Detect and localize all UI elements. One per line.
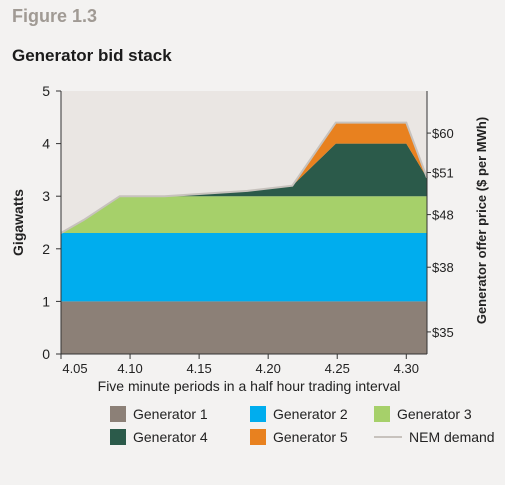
legend-item-nem-demand: NEM demand <box>374 427 505 446</box>
y2-tick-label: $60 <box>432 126 454 141</box>
y2-axis-title: Generator offer price ($ per MWh) <box>474 117 489 324</box>
y2-tick-label: $51 <box>432 166 454 181</box>
legend-item-generator-4: Generator 4 <box>110 427 250 446</box>
legend-label-generator-2: Generator 2 <box>273 405 348 422</box>
x-tick-label: 4.10 <box>117 361 142 376</box>
legend-swatch-generator-4 <box>110 428 126 445</box>
y-tick-label: 5 <box>42 83 50 99</box>
area-generator-1 <box>61 301 427 354</box>
x-tick-label: 4.15 <box>186 361 211 376</box>
legend-label-generator-3: Generator 3 <box>397 405 472 422</box>
y2-tick-label: $35 <box>432 325 454 340</box>
area-generator-4 <box>61 143 427 233</box>
legend-item-generator-1: Generator 1 <box>110 404 250 423</box>
y-axis-title: Gigawatts <box>10 189 26 256</box>
legend-swatch-generator-1 <box>110 405 126 422</box>
legend-item-generator-3: Generator 3 <box>374 404 505 423</box>
x-tick-label: 4.30 <box>394 361 419 376</box>
x-tick-label: 4.05 <box>62 361 87 376</box>
legend-label-generator-4: Generator 4 <box>133 428 208 445</box>
y-tick-label: 3 <box>42 188 50 204</box>
bid-stack-chart: 0 1 2 3 4 5 4.05 4.10 4.15 4.20 4.25 4.30 $60 $51 $48 $… <box>10 83 489 394</box>
legend-line-nem-demand <box>374 435 402 438</box>
chart-legend: Generator 1 Generator 2 Generator 3 Gene… <box>110 404 505 446</box>
figure-label: Figure 1.3 <box>12 6 98 26</box>
figure-title: Generator bid stack <box>12 46 172 65</box>
legend-label-generator-5: Generator 5 <box>273 428 348 445</box>
legend-swatch-generator-5 <box>250 428 266 445</box>
legend-label-generator-1: Generator 1 <box>133 405 208 422</box>
x-tick-label: 4.20 <box>256 361 281 376</box>
area-generator-2 <box>61 233 427 302</box>
area-generator-3 <box>61 196 427 233</box>
y-tick-label: 4 <box>42 136 50 152</box>
x-tick-label: 4.25 <box>325 361 350 376</box>
area-generator-5 <box>61 122 427 233</box>
y2-tick-label: $38 <box>432 260 454 275</box>
y-tick-label: 2 <box>42 241 50 257</box>
y-tick-label: 0 <box>42 346 50 362</box>
legend-item-generator-2: Generator 2 <box>250 404 374 423</box>
x-axis-title: Five minute periods in a half hour tradi… <box>98 378 401 394</box>
y-tick-label: 1 <box>42 293 50 309</box>
legend-swatch-generator-2 <box>250 405 266 422</box>
nem-demand-line <box>60 121 428 234</box>
legend-label-nem-demand: NEM demand <box>409 428 495 445</box>
legend-item-generator-5: Generator 5 <box>250 427 374 446</box>
legend-swatch-generator-3 <box>374 405 390 422</box>
y2-tick-label: $48 <box>432 208 454 223</box>
